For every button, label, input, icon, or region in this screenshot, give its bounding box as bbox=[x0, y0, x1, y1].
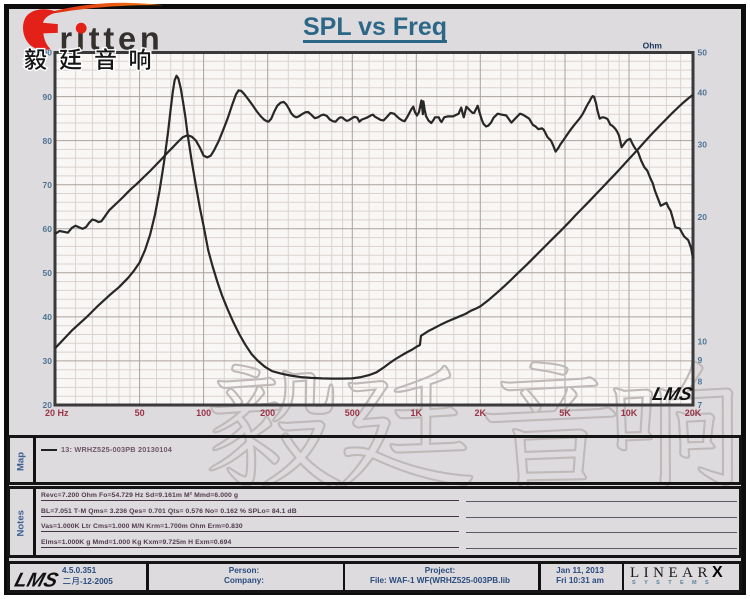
svg-text:20: 20 bbox=[698, 212, 708, 222]
svg-text:10: 10 bbox=[698, 336, 708, 346]
svg-text:30: 30 bbox=[43, 356, 53, 366]
svg-text:2K: 2K bbox=[475, 408, 487, 418]
svg-text:500: 500 bbox=[345, 408, 360, 418]
svg-text:70: 70 bbox=[43, 180, 53, 190]
svg-text:50: 50 bbox=[135, 408, 145, 418]
svg-text:50: 50 bbox=[43, 268, 53, 278]
svg-text:10K: 10K bbox=[621, 408, 638, 418]
svg-text:7: 7 bbox=[698, 400, 703, 410]
svg-text:40: 40 bbox=[698, 88, 708, 98]
svg-text:30: 30 bbox=[698, 139, 708, 149]
svg-text:Ohm: Ohm bbox=[643, 41, 663, 51]
svg-text:40: 40 bbox=[43, 312, 53, 322]
svg-text:60: 60 bbox=[43, 224, 53, 234]
svg-text:1K: 1K bbox=[411, 408, 423, 418]
svg-text:LMS: LMS bbox=[651, 383, 696, 404]
svg-text:20 Hz: 20 Hz bbox=[45, 408, 69, 418]
svg-text:5K: 5K bbox=[559, 408, 571, 418]
svg-text:9: 9 bbox=[698, 355, 703, 365]
svg-text:LMS: LMS bbox=[12, 570, 61, 592]
svg-text:20K: 20K bbox=[685, 408, 702, 418]
svg-text:8: 8 bbox=[698, 376, 703, 386]
svg-text:100: 100 bbox=[196, 408, 211, 418]
svg-text:90: 90 bbox=[43, 92, 53, 102]
svg-text:-12-2005: -12-2005 bbox=[80, 577, 113, 586]
svg-text:20: 20 bbox=[43, 400, 53, 410]
svg-text:200: 200 bbox=[260, 408, 275, 418]
svg-text:80: 80 bbox=[43, 136, 53, 146]
svg-text:50: 50 bbox=[698, 48, 708, 58]
